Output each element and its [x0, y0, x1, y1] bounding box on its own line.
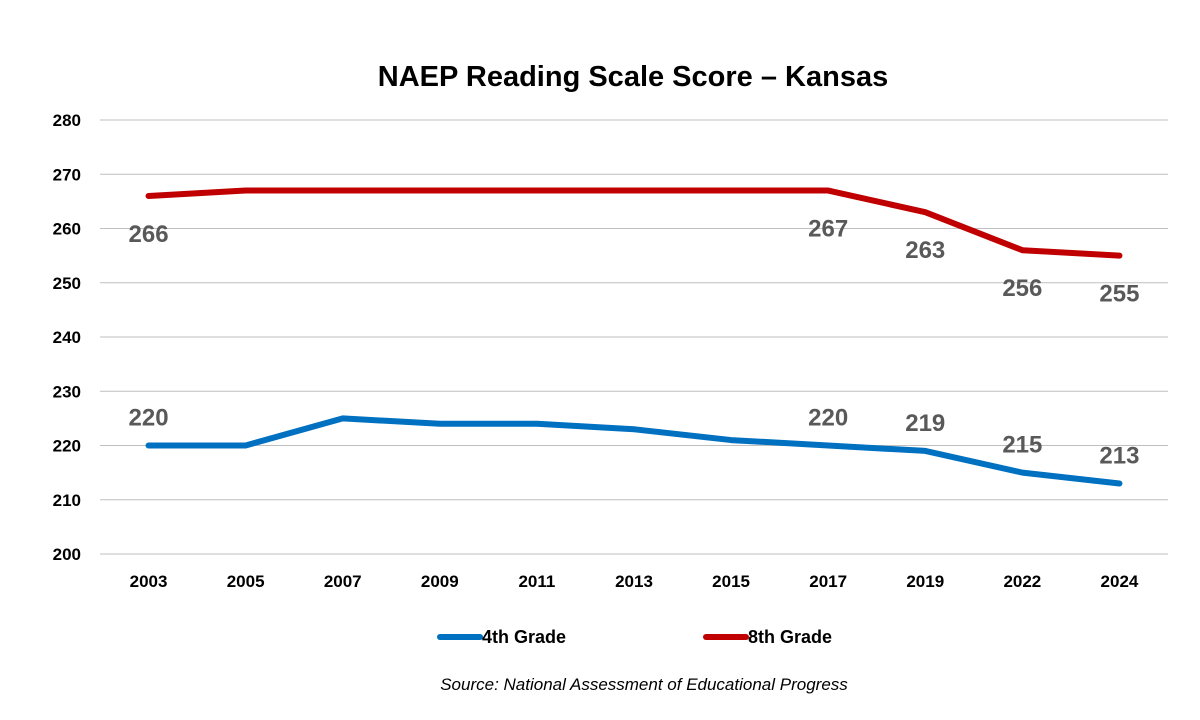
legend-label: 4th Grade [482, 627, 566, 647]
x-axis-ticks: 2003 2005 2007 2009 2011 2013 2015 2017 2019 2022… [130, 572, 1139, 591]
x-tick-label: 2017 [809, 572, 847, 591]
data-label: 263 [905, 237, 945, 264]
data-label: 266 [129, 221, 169, 248]
data-label: 213 [1099, 442, 1139, 469]
x-tick-label: 2009 [421, 572, 459, 591]
legend-label: 8th Grade [748, 627, 832, 647]
y-tick-label: 250 [53, 274, 81, 293]
gridlines [100, 119, 1168, 555]
y-tick-label: 200 [53, 545, 81, 564]
x-tick-label: 2007 [324, 572, 362, 591]
x-tick-label: 2024 [1101, 572, 1139, 591]
x-tick-label: 2005 [227, 572, 265, 591]
x-tick-label: 2015 [712, 572, 750, 591]
y-tick-label: 280 [53, 111, 81, 130]
data-label: 220 [808, 405, 848, 432]
y-tick-label: 220 [53, 437, 81, 456]
y-tick-label: 210 [53, 491, 81, 510]
y-tick-label: 240 [53, 328, 81, 347]
data-label: 255 [1099, 281, 1139, 308]
x-tick-label: 2011 [518, 572, 555, 591]
y-tick-label: 260 [53, 220, 81, 239]
x-tick-label: 2019 [906, 572, 944, 591]
series-line [145, 187, 1123, 259]
y-axis-ticks: 200 210 220 230 240 250 260 270 280 [53, 111, 81, 564]
data-label: 215 [1002, 432, 1042, 459]
source-note: Source: National Assessment of Education… [440, 675, 848, 694]
x-tick-label: 2022 [1003, 572, 1041, 591]
data-label: 219 [905, 410, 945, 437]
y-tick-label: 270 [53, 165, 81, 184]
data-labels: 220 220 219 215 213 266 267 263 256 255 [129, 216, 1140, 470]
data-label: 256 [1002, 275, 1042, 302]
data-label: 220 [129, 405, 169, 432]
x-tick-label: 2003 [130, 572, 168, 591]
series-line [145, 415, 1123, 487]
legend: 4th Grade 8th Grade [437, 627, 832, 647]
series-lines [145, 187, 1123, 487]
x-tick-label: 2013 [615, 572, 653, 591]
data-label: 267 [808, 216, 848, 243]
y-tick-label: 230 [53, 382, 81, 401]
chart-title: NAEP Reading Scale Score – Kansas [378, 61, 888, 93]
